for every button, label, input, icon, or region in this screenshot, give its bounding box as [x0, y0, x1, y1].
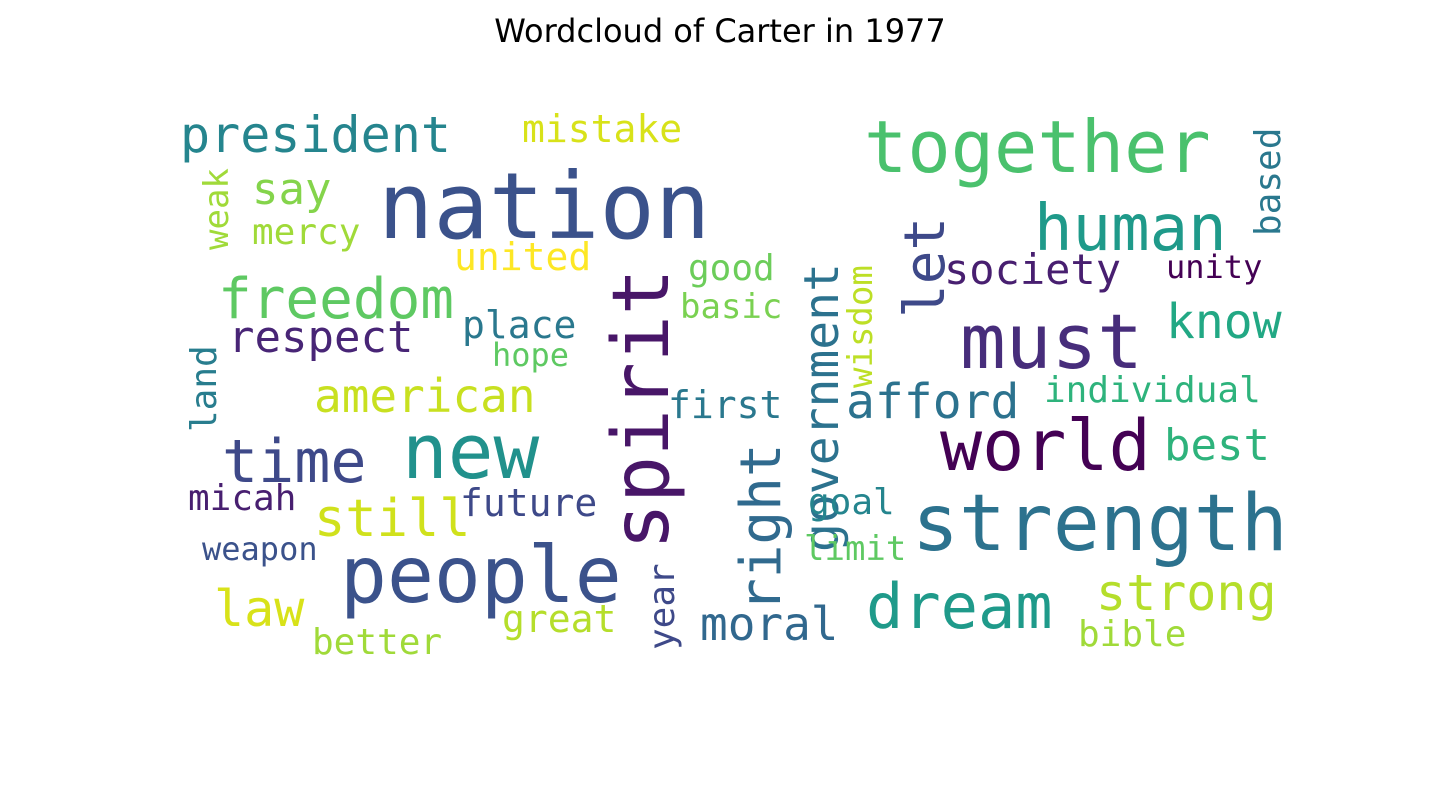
word-weak: weak: [197, 168, 237, 250]
word-law: law: [214, 580, 305, 638]
word-president: president: [180, 106, 451, 164]
word-people: people: [340, 531, 622, 621]
word-world: world: [940, 405, 1151, 487]
word-dream: dream: [866, 570, 1053, 643]
word-basic: basic: [680, 287, 782, 327]
word-human: human: [1034, 192, 1227, 266]
word-must: must: [960, 297, 1143, 386]
word-better: better: [312, 622, 442, 663]
word-right: right: [729, 443, 794, 612]
word-place: place: [462, 303, 576, 347]
word-mistake: mistake: [522, 107, 682, 151]
word-new: new: [402, 407, 540, 496]
word-great: great: [502, 597, 616, 641]
word-government: government: [794, 263, 850, 552]
word-wisdom: wisdom: [841, 265, 881, 388]
word-limit: limit: [804, 529, 906, 569]
word-best: best: [1164, 420, 1270, 471]
word-afford: afford: [846, 374, 1019, 430]
word-micah: micah: [188, 478, 296, 519]
word-land: land: [184, 345, 225, 432]
word-hope: hope: [492, 336, 569, 374]
word-weapon: weapon: [202, 530, 318, 568]
word-american: american: [314, 369, 536, 423]
word-society: society: [944, 245, 1121, 294]
word-know: know: [1166, 294, 1282, 350]
word-year: year: [642, 563, 683, 650]
word-individual: individual: [1044, 370, 1261, 411]
word-first: first: [668, 383, 782, 427]
word-goal: goal: [808, 482, 895, 523]
word-let: let: [893, 217, 958, 318]
word-moral: moral: [700, 597, 838, 651]
chart-title: Wordcloud of Carter in 1977: [494, 12, 946, 50]
word-unity: unity: [1166, 248, 1262, 286]
word-good: good: [688, 248, 775, 289]
word-based: based: [1248, 128, 1289, 236]
word-strength: strength: [912, 479, 1288, 569]
word-spirit: spirit: [597, 268, 687, 550]
word-respect: respect: [228, 312, 413, 363]
word-future: future: [460, 481, 597, 525]
word-nation: nation: [378, 153, 710, 260]
word-together: together: [864, 105, 1211, 189]
word-mercy: mercy: [252, 212, 360, 253]
word-strong: strong: [1096, 564, 1277, 622]
word-say: say: [252, 164, 331, 215]
word-still: still: [314, 489, 471, 549]
word-time: time: [222, 427, 367, 497]
word-bible: bible: [1078, 614, 1186, 655]
word-freedom: freedom: [218, 267, 454, 332]
word-united: united: [454, 235, 591, 279]
